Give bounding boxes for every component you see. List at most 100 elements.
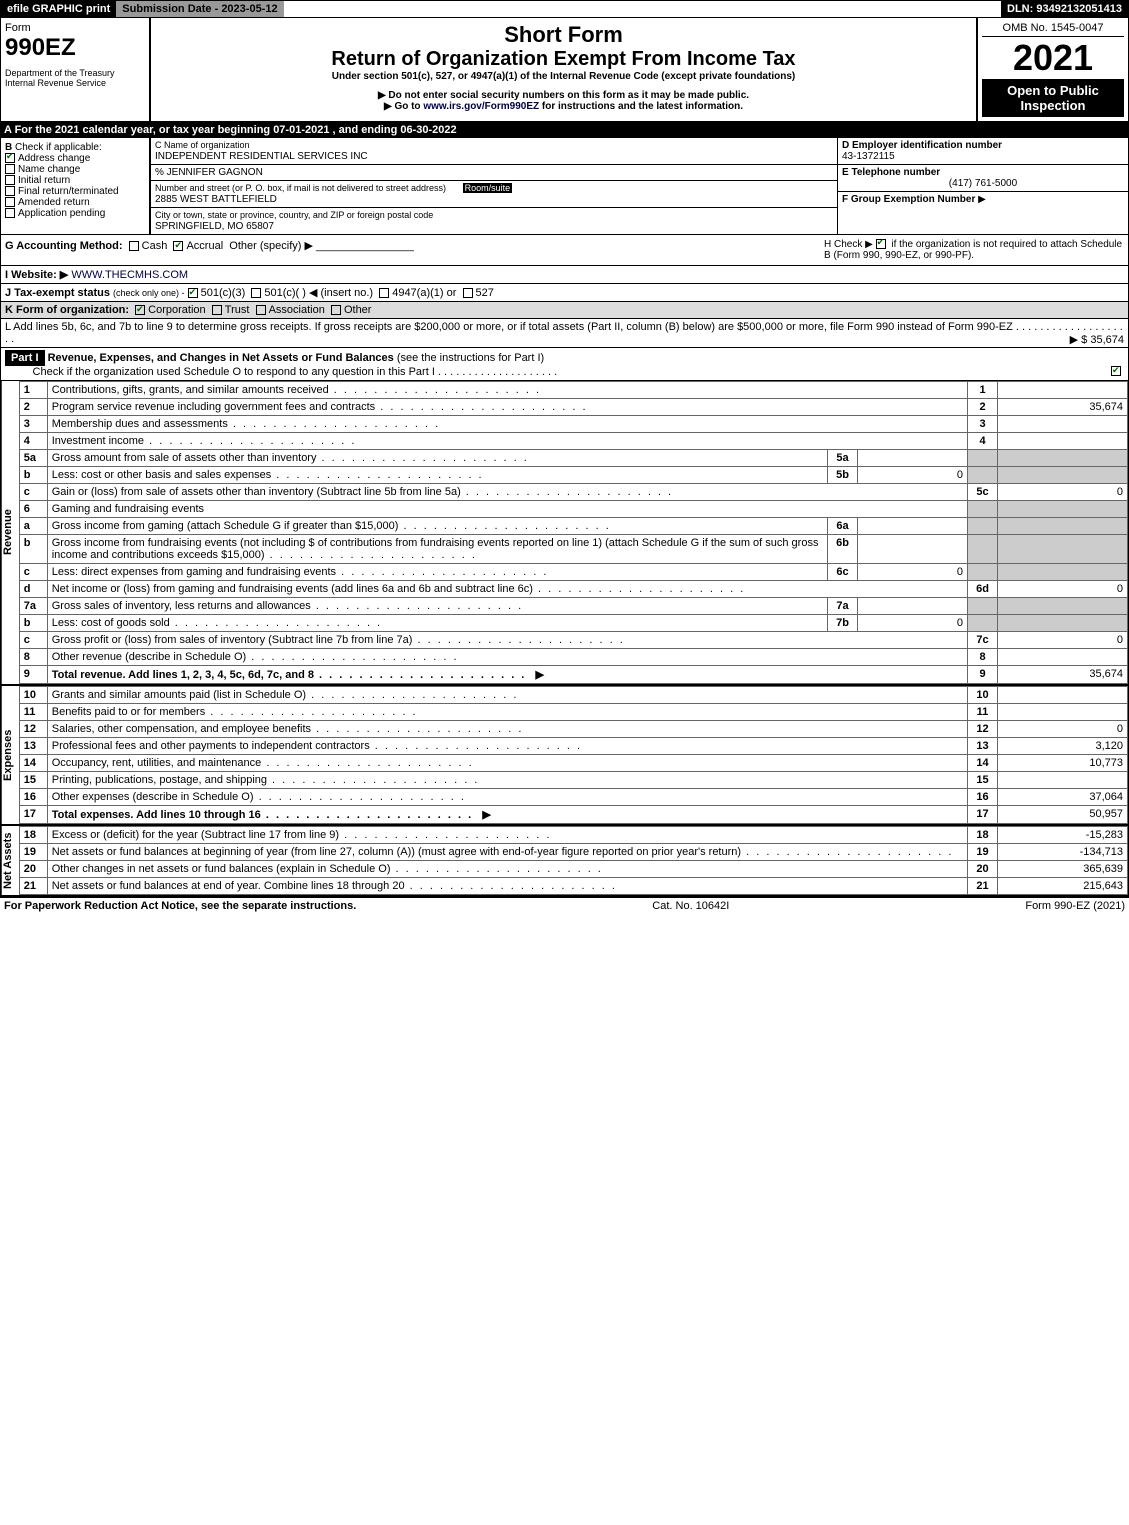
line-rt-num-b bbox=[968, 535, 998, 564]
i-label: I Website: ▶ bbox=[5, 269, 68, 281]
b-checkbox-5[interactable] bbox=[5, 208, 15, 218]
line-num-14: 14 bbox=[19, 755, 47, 772]
line-desc-9: Total revenue. Add lines 1, 2, 3, 4, 5c,… bbox=[47, 666, 967, 684]
j-501c-label: 501(c)( ) ◀ (insert no.) bbox=[264, 287, 373, 299]
part1-check: Check if the organization used Schedule … bbox=[33, 366, 435, 378]
line-desc-b: Gross income from fundraising events (no… bbox=[47, 535, 827, 564]
part1-header: Part I Revenue, Expenses, and Changes in… bbox=[0, 348, 1129, 381]
line-rt-num-9: 9 bbox=[968, 666, 998, 684]
line-num-d: d bbox=[19, 581, 47, 598]
efile-print-label[interactable]: efile GRAPHIC print bbox=[1, 1, 116, 17]
line-rt-val-15 bbox=[998, 772, 1128, 789]
line-mid-val-c: 0 bbox=[858, 564, 968, 581]
line-num-c: c bbox=[19, 564, 47, 581]
j-501c3-checkbox[interactable] bbox=[188, 288, 198, 298]
main-title: Return of Organization Exempt From Incom… bbox=[155, 48, 972, 71]
line-rt-val-21: 215,643 bbox=[998, 878, 1128, 895]
revenue-vertical-label: Revenue bbox=[1, 381, 19, 684]
j-527-label: 527 bbox=[476, 287, 494, 299]
website-link[interactable]: WWW.THECMHS.COM bbox=[71, 269, 188, 281]
line-rt-num-10: 10 bbox=[968, 687, 998, 704]
line-rt-num-3: 3 bbox=[968, 416, 998, 433]
line-mid-val-5a bbox=[858, 450, 968, 467]
l-text: L Add lines 5b, 6c, and 7b to line 9 to … bbox=[5, 321, 1013, 333]
part1-schedule-o-checkbox[interactable] bbox=[1111, 366, 1121, 376]
ein: 43-1372115 bbox=[842, 151, 895, 162]
line-num-18: 18 bbox=[19, 827, 47, 844]
line-num-12: 12 bbox=[19, 721, 47, 738]
footer-right: Form 990-EZ (2021) bbox=[1025, 900, 1125, 912]
b-item-label-5: Application pending bbox=[18, 208, 105, 219]
line-num-10: 10 bbox=[19, 687, 47, 704]
line-rt-val-9: 35,674 bbox=[998, 666, 1128, 684]
line-rt-num-13: 13 bbox=[968, 738, 998, 755]
line-rt-num-17: 17 bbox=[968, 806, 998, 824]
line-desc-3: Membership dues and assessments bbox=[47, 416, 967, 433]
line-rt-val-13: 3,120 bbox=[998, 738, 1128, 755]
line-num-c: c bbox=[19, 484, 47, 501]
h-label: H Check ▶ bbox=[824, 239, 873, 250]
line-rt-num-c: 7c bbox=[968, 632, 998, 649]
lines-table-wrap: Revenue 1Contributions, gifts, grants, a… bbox=[0, 381, 1129, 896]
line-rt-val-10 bbox=[998, 687, 1128, 704]
line-rt-val-12: 0 bbox=[998, 721, 1128, 738]
line-desc-b: Less: cost or other basis and sales expe… bbox=[47, 467, 827, 484]
form-label: Form bbox=[5, 22, 145, 34]
goto-link[interactable]: www.irs.gov/Form990EZ bbox=[423, 101, 539, 112]
part1-see: (see the instructions for Part I) bbox=[397, 352, 544, 364]
b-checkbox-2[interactable] bbox=[5, 175, 15, 185]
cash-label: Cash bbox=[142, 240, 168, 252]
f-arrow: ▶ bbox=[978, 194, 986, 205]
city-label: City or town, state or province, country… bbox=[155, 210, 433, 220]
k-assoc-checkbox[interactable] bbox=[256, 305, 266, 315]
accrual-checkbox[interactable] bbox=[173, 241, 183, 251]
k-corp-checkbox[interactable] bbox=[135, 305, 145, 315]
b-checkbox-3[interactable] bbox=[5, 186, 15, 196]
line-rt-val-18: -15,283 bbox=[998, 827, 1128, 844]
row-h: H Check ▶ if the organization is not req… bbox=[824, 239, 1124, 261]
header-left: Form 990EZ Department of the Treasury In… bbox=[1, 18, 151, 121]
line-num-4: 4 bbox=[19, 433, 47, 450]
footer-center: Cat. No. 10642I bbox=[356, 900, 1025, 912]
k-trust-checkbox[interactable] bbox=[212, 305, 222, 315]
line-num-11: 11 bbox=[19, 704, 47, 721]
line-desc-8: Other revenue (describe in Schedule O) bbox=[47, 649, 967, 666]
b-checkbox-1[interactable] bbox=[5, 164, 15, 174]
line-rt-num-21: 21 bbox=[968, 878, 998, 895]
line-desc-c: Gross profit or (loss) from sales of inv… bbox=[47, 632, 967, 649]
j-4947-checkbox[interactable] bbox=[379, 288, 389, 298]
line-rt-val-7a bbox=[998, 598, 1128, 615]
line-num-1: 1 bbox=[19, 382, 47, 399]
line-rt-val-c bbox=[998, 564, 1128, 581]
b-checkbox-4[interactable] bbox=[5, 197, 15, 207]
line-rt-num-7a bbox=[968, 598, 998, 615]
line-num-8: 8 bbox=[19, 649, 47, 666]
line-rt-num-d: 6d bbox=[968, 581, 998, 598]
k-other-checkbox[interactable] bbox=[331, 305, 341, 315]
line-rt-num-11: 11 bbox=[968, 704, 998, 721]
expenses-vertical-label: Expenses bbox=[1, 686, 19, 824]
line-rt-num-12: 12 bbox=[968, 721, 998, 738]
line-rt-val-1 bbox=[998, 382, 1128, 399]
open-to-public: Open to Public Inspection bbox=[982, 79, 1124, 117]
b-checkbox-0[interactable] bbox=[5, 153, 15, 163]
line-rt-val-3 bbox=[998, 416, 1128, 433]
line-rt-num-c: 5c bbox=[968, 484, 998, 501]
h-checkbox[interactable] bbox=[876, 239, 886, 249]
line-mid-val-b bbox=[858, 535, 968, 564]
line-mid-num-a: 6a bbox=[828, 518, 858, 535]
g-label: G Accounting Method: bbox=[5, 240, 123, 252]
line-desc-17: Total expenses. Add lines 10 through 16 … bbox=[47, 806, 967, 824]
j-527-checkbox[interactable] bbox=[463, 288, 473, 298]
j-501c-checkbox[interactable] bbox=[251, 288, 261, 298]
b-check-if: Check if applicable: bbox=[15, 142, 102, 153]
line-num-16: 16 bbox=[19, 789, 47, 806]
c-name-label: C Name of organization bbox=[155, 140, 250, 150]
line-desc-2: Program service revenue including govern… bbox=[47, 399, 967, 416]
dept-label: Department of the Treasury Internal Reve… bbox=[5, 68, 145, 88]
line-desc-16: Other expenses (describe in Schedule O) bbox=[47, 789, 967, 806]
line-rt-val-11 bbox=[998, 704, 1128, 721]
line-mid-num-b: 5b bbox=[828, 467, 858, 484]
line-rt-num-2: 2 bbox=[968, 399, 998, 416]
cash-checkbox[interactable] bbox=[129, 241, 139, 251]
